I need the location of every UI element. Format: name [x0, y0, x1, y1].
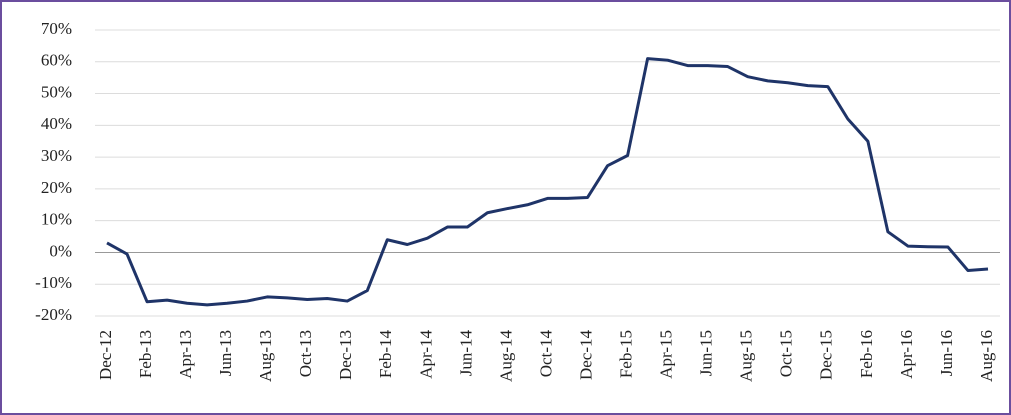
x-tick-label: Feb-14: [376, 330, 395, 379]
x-tick-label: Dec-15: [817, 330, 836, 380]
x-tick-label: Aug-14: [496, 330, 515, 382]
x-tick-label: Jun-14: [456, 330, 475, 377]
data-line: [106, 57, 989, 307]
y-tick-label: -20%: [35, 305, 72, 324]
y-tick-label: 20%: [41, 178, 72, 197]
x-tick-label: Jun-16: [937, 330, 956, 376]
x-tick-label: Jun-13: [216, 330, 235, 376]
x-tick-label: Apr-15: [657, 330, 676, 379]
y-tick-label: 60%: [41, 51, 72, 70]
x-tick-label: Oct-14: [536, 330, 555, 378]
x-tick-label: Feb-16: [857, 330, 876, 378]
x-tick-label: Feb-15: [616, 330, 635, 378]
y-tick-label: 50%: [41, 82, 72, 101]
x-tick-label: Apr-16: [897, 330, 916, 379]
y-tick-label: 30%: [41, 146, 72, 165]
x-tick-label: Apr-14: [416, 330, 435, 379]
y-tick-label: 40%: [41, 114, 72, 133]
y-tick-label: 0%: [49, 241, 72, 260]
x-tick-label: Aug-15: [737, 330, 756, 382]
y-tick-label: 70%: [41, 19, 72, 38]
x-tick-label: Dec-13: [336, 330, 355, 380]
x-tick-label: Oct-13: [296, 330, 315, 377]
x-tick-label: Oct-15: [777, 330, 796, 377]
x-tick-label: Aug-13: [256, 330, 275, 382]
y-tick-label: -10%: [35, 273, 72, 292]
x-tick-label: Feb-13: [136, 330, 155, 378]
x-tick-label: Apr-13: [176, 330, 195, 379]
x-tick-label: Dec-12: [96, 330, 115, 380]
y-tick-label: 10%: [41, 210, 72, 229]
x-tick-label: Dec-14: [576, 330, 595, 381]
x-tick-label: Jun-15: [697, 330, 716, 376]
x-tick-label: Aug-16: [977, 330, 996, 382]
